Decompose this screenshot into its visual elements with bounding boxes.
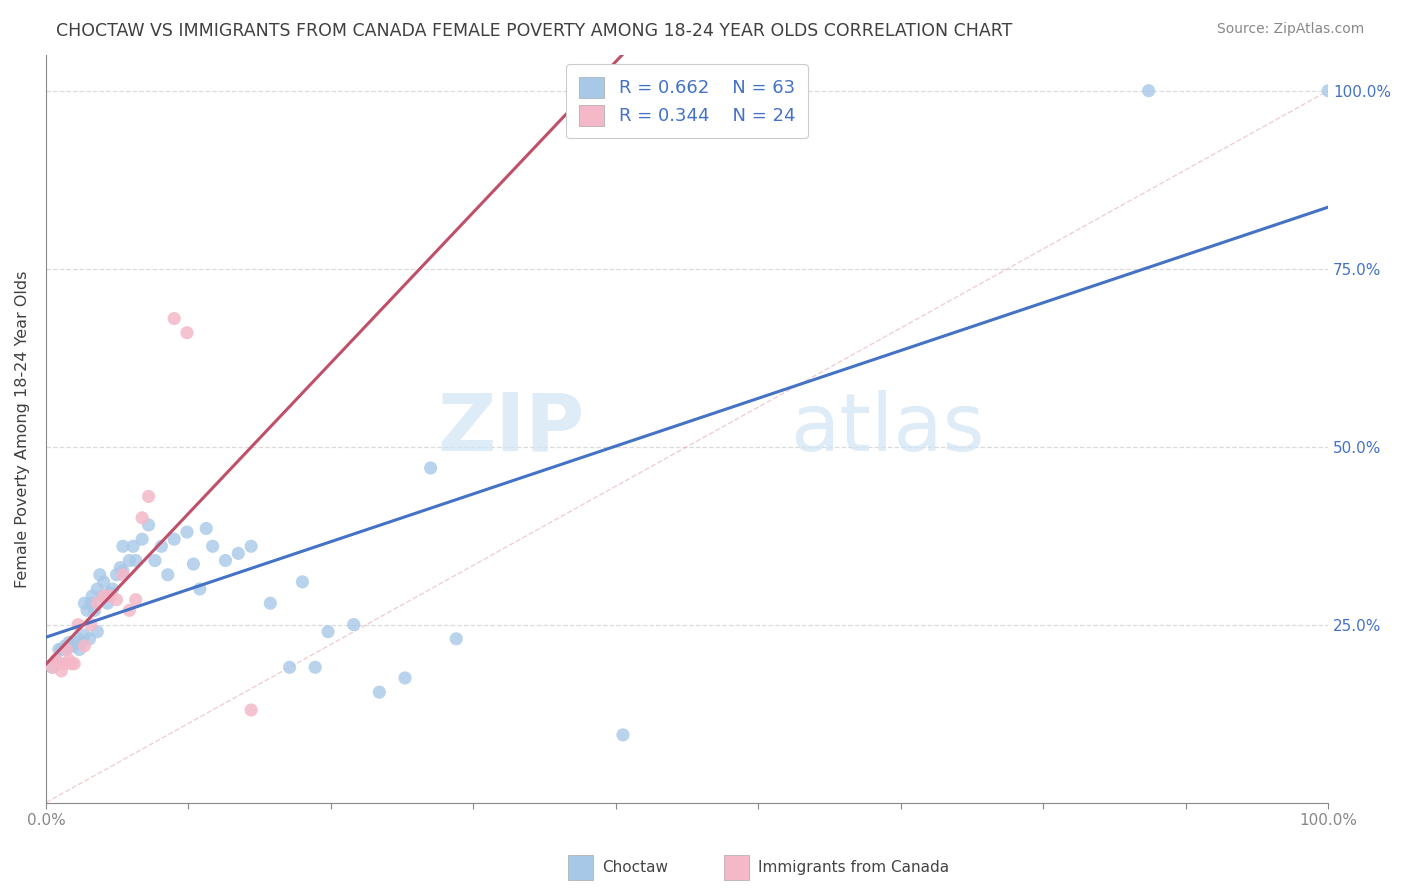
Point <box>214 553 236 567</box>
Point <box>86 582 108 596</box>
Point <box>118 553 141 567</box>
Point <box>53 657 76 671</box>
Point <box>66 635 89 649</box>
Point <box>80 617 103 632</box>
Y-axis label: Female Poverty Among 18-24 Year Olds: Female Poverty Among 18-24 Year Olds <box>15 270 30 588</box>
Point <box>41 660 63 674</box>
Point <box>138 517 160 532</box>
Point <box>122 539 145 553</box>
Point <box>1317 84 1340 98</box>
Point <box>316 624 339 639</box>
Point <box>73 628 96 642</box>
Point <box>176 326 198 340</box>
Point <box>304 660 326 674</box>
Point <box>79 632 101 646</box>
Point <box>368 685 391 699</box>
Point <box>259 596 281 610</box>
Point <box>51 642 73 657</box>
Point <box>110 560 132 574</box>
Point <box>60 639 83 653</box>
Point <box>48 657 70 671</box>
Text: Choctaw: Choctaw <box>602 860 668 874</box>
Text: Source: ZipAtlas.com: Source: ZipAtlas.com <box>1216 22 1364 37</box>
Point <box>66 632 89 646</box>
Point <box>138 490 160 504</box>
Point <box>70 635 93 649</box>
Text: CHOCTAW VS IMMIGRANTS FROM CANADA FEMALE POVERTY AMONG 18-24 YEAR OLDS CORRELATI: CHOCTAW VS IMMIGRANTS FROM CANADA FEMALE… <box>56 22 1012 40</box>
Point <box>291 574 314 589</box>
Point <box>156 567 179 582</box>
Point <box>76 603 98 617</box>
Point <box>63 657 86 671</box>
Point <box>343 617 366 632</box>
Point <box>446 632 468 646</box>
Point <box>201 539 224 553</box>
Point <box>98 585 121 599</box>
Point <box>93 574 115 589</box>
Point <box>240 703 263 717</box>
Point <box>105 567 128 582</box>
Point <box>73 596 96 610</box>
Point <box>86 624 108 639</box>
Point <box>163 311 186 326</box>
Point <box>96 596 118 610</box>
Point <box>176 524 198 539</box>
Point <box>55 642 77 657</box>
Point <box>58 635 80 649</box>
Point <box>89 567 111 582</box>
Point <box>111 564 134 578</box>
Point <box>163 532 186 546</box>
Point <box>51 664 73 678</box>
Point <box>394 671 416 685</box>
Point <box>41 660 63 674</box>
Point <box>94 589 117 603</box>
Point <box>91 589 114 603</box>
Bar <box>724 855 749 880</box>
Point <box>66 617 89 632</box>
Point <box>63 639 86 653</box>
Point <box>150 539 173 553</box>
Point <box>93 589 115 603</box>
Point <box>183 557 205 571</box>
Bar <box>568 855 593 880</box>
Point <box>419 461 441 475</box>
Point <box>226 546 249 560</box>
Point <box>131 510 153 524</box>
Point <box>53 639 76 653</box>
Point <box>105 592 128 607</box>
Point <box>45 653 67 667</box>
Text: atlas: atlas <box>790 390 984 467</box>
Point <box>612 728 634 742</box>
Text: Immigrants from Canada: Immigrants from Canada <box>758 860 949 874</box>
Point <box>82 589 104 603</box>
Text: ZIP: ZIP <box>437 390 585 467</box>
Point <box>67 642 90 657</box>
Point <box>143 553 166 567</box>
Point <box>60 657 83 671</box>
Point <box>83 603 105 617</box>
Point <box>278 660 301 674</box>
Point <box>48 642 70 657</box>
Point <box>101 582 124 596</box>
Point <box>240 539 263 553</box>
Point <box>73 639 96 653</box>
Point <box>55 642 77 657</box>
Point <box>131 532 153 546</box>
Point <box>125 592 148 607</box>
Point <box>125 553 148 567</box>
Legend: R = 0.662    N = 63, R = 0.344    N = 24: R = 0.662 N = 63, R = 0.344 N = 24 <box>567 64 808 138</box>
Point <box>86 596 108 610</box>
Point <box>58 653 80 667</box>
Point <box>195 521 218 535</box>
Point <box>118 603 141 617</box>
Point <box>188 582 211 596</box>
Point <box>45 653 67 667</box>
Point <box>80 596 103 610</box>
Point <box>98 589 121 603</box>
Point <box>111 539 134 553</box>
Point <box>1137 84 1160 98</box>
Point <box>111 567 134 582</box>
